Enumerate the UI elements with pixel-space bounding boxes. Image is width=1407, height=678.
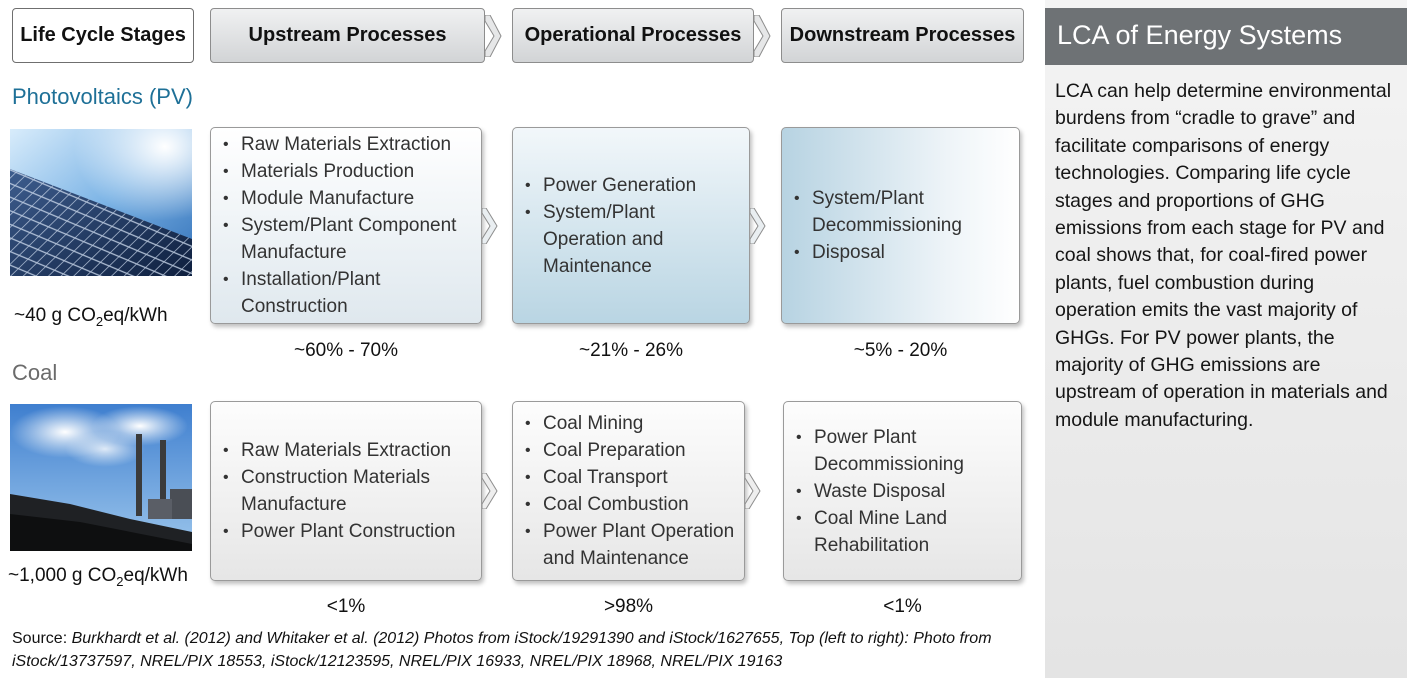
- pv-upstream-box: Raw Materials Extraction Materials Produ…: [210, 127, 482, 324]
- coal-operational-share: >98%: [603, 596, 654, 617]
- list-item: Coal Mining: [525, 410, 738, 437]
- list-item: System/Plant Decommissioning: [794, 185, 1013, 239]
- list-item: Coal Preparation: [525, 437, 738, 464]
- coal-operational-list: Coal Mining Coal Preparation Coal Transp…: [513, 410, 744, 572]
- pv-operational-share: ~21% - 26%: [578, 340, 684, 361]
- sidebar-panel: LCA of Energy Systems LCA can help deter…: [1045, 0, 1407, 678]
- list-item: Module Manufacture: [223, 185, 475, 212]
- list-item: Power Generation: [525, 172, 743, 199]
- list-item: Power Plant Construction: [223, 518, 475, 545]
- pv-upstream-list: Raw Materials Extraction Materials Produ…: [211, 131, 481, 320]
- header-life-cycle-stages: Life Cycle Stages: [12, 8, 194, 63]
- sidebar-header: LCA of Energy Systems: [1045, 8, 1407, 65]
- chevron-right-icon: [750, 208, 768, 244]
- list-item: Raw Materials Extraction: [223, 131, 475, 158]
- source-text: Burkhardt et al. (2012) and Whitaker et …: [12, 630, 992, 670]
- pv-downstream-box: System/Plant Decommissioning Disposal: [781, 127, 1020, 324]
- source-label: Source:: [12, 630, 72, 647]
- coal-plant-photo: [10, 404, 192, 551]
- list-item: Materials Production: [223, 158, 475, 185]
- list-item: Construction Materials Manufacture: [223, 464, 475, 518]
- list-item: Coal Combustion: [525, 491, 738, 518]
- sidebar-title: LCA of Energy Systems: [1057, 20, 1343, 50]
- section-title-pv: Photovoltaics (PV): [12, 84, 193, 109]
- pv-operational-box: Power Generation System/Plant Operation …: [512, 127, 750, 324]
- list-item: Coal Transport: [525, 464, 738, 491]
- sidebar-body-text: LCA can help determine environmental bur…: [1055, 80, 1392, 431]
- pv-downstream-list: System/Plant Decommissioning Disposal: [782, 185, 1019, 266]
- pv-downstream-share: ~5% - 20%: [853, 340, 948, 361]
- pv-operational-list: Power Generation System/Plant Operation …: [513, 172, 749, 280]
- list-item: Power Plant Decommissioning: [796, 424, 1015, 478]
- source-note: Source: Burkhardt et al. (2012) and Whit…: [12, 627, 1037, 673]
- chevron-right-icon: [482, 473, 500, 509]
- list-item: System/Plant Component Manufacture: [223, 212, 475, 266]
- pv-emissions-label: ~40 g CO2eq/kWh: [14, 305, 168, 329]
- list-item: Disposal: [794, 239, 1013, 266]
- header-upstream-processes: Upstream Processes: [210, 8, 485, 63]
- list-item: Waste Disposal: [796, 478, 1015, 505]
- section-title-coal: Coal: [12, 360, 58, 385]
- coal-downstream-share: <1%: [883, 596, 922, 617]
- coal-downstream-box: Power Plant Decommissioning Waste Dispos…: [783, 401, 1022, 581]
- chevron-right-icon: [485, 15, 503, 57]
- coal-operational-box: Coal Mining Coal Preparation Coal Transp…: [512, 401, 745, 581]
- chevron-right-icon: [745, 473, 763, 509]
- header-downstream-processes: Downstream Processes: [781, 8, 1024, 63]
- list-item: Power Plant Operation and Maintenance: [525, 518, 738, 572]
- chevron-right-icon: [482, 208, 500, 244]
- coal-emissions-label: ~1,000 g CO2eq/kWh: [8, 565, 188, 589]
- coal-downstream-list: Power Plant Decommissioning Waste Dispos…: [784, 424, 1021, 559]
- solar-panel-photo: [10, 129, 192, 276]
- list-item: Raw Materials Extraction: [223, 437, 475, 464]
- header-operational-processes: Operational Processes: [512, 8, 754, 63]
- list-item: Coal Mine Land Rehabilitation: [796, 505, 1015, 559]
- list-item: Installation/Plant Construction: [223, 266, 475, 320]
- coal-upstream-list: Raw Materials Extraction Construction Ma…: [211, 437, 481, 545]
- chevron-right-icon: [754, 15, 772, 57]
- coal-upstream-share: <1%: [326, 596, 366, 617]
- pv-upstream-share: ~60% - 70%: [293, 340, 399, 361]
- list-item: System/Plant Operation and Maintenance: [525, 199, 743, 280]
- coal-upstream-box: Raw Materials Extraction Construction Ma…: [210, 401, 482, 581]
